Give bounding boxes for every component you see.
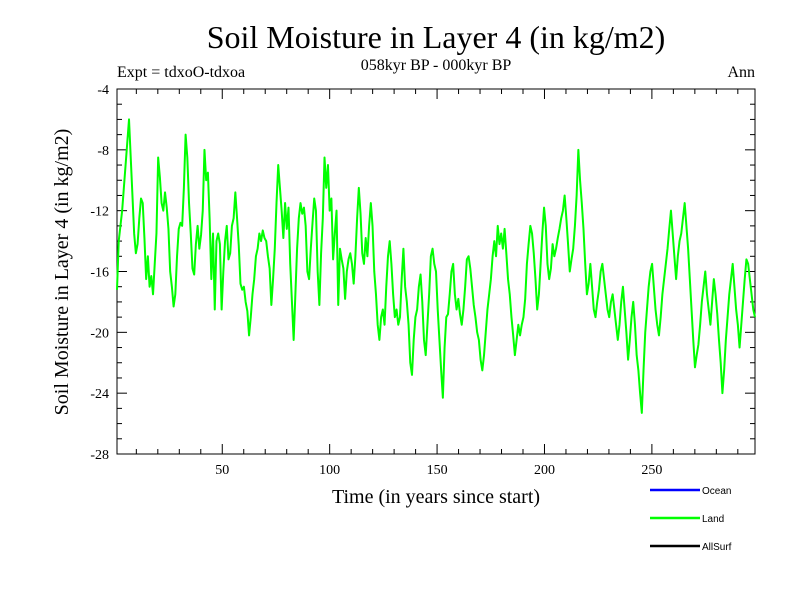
chart-subtitle: 058kyr BP - 000kyr BP [361, 57, 512, 74]
x-axis-label: Time (in years since start) [332, 486, 540, 508]
x-tick-label: 150 [427, 463, 448, 478]
y-tick-label: -4 [97, 83, 109, 98]
period-label: Ann [727, 64, 755, 81]
x-tick-label: 200 [534, 463, 555, 478]
y-tick-label: -12 [90, 205, 109, 220]
legend: Ocean Land AllSurf [650, 486, 732, 553]
y-axis-label: Soil Moisture in Layer 4 (in kg/m2) [51, 129, 73, 416]
series-line-land [116, 118, 756, 414]
experiment-label: Expt = tdxoO-tdxoa [117, 64, 245, 81]
legend-label-land: Land [702, 514, 724, 525]
x-tick-labels: 50 100 150 200 250 [215, 463, 662, 478]
y-tick-label: -16 [90, 266, 109, 281]
series-layer [116, 118, 756, 414]
y-tick-label: -28 [90, 448, 109, 463]
x-tick-label: 100 [319, 463, 340, 478]
y-tick-labels: -28 -24 -20 -16 -12 -8 -4 [90, 83, 109, 463]
y-tick-label: -20 [90, 326, 109, 341]
x-tick-label: 250 [641, 463, 662, 478]
y-tick-label: -8 [97, 144, 109, 159]
axis-ticks [117, 88, 755, 455]
chart-title: Soil Moisture in Layer 4 (in kg/m2) [207, 19, 666, 55]
legend-label-allsurf: AllSurf [702, 542, 732, 553]
x-tick-label: 50 [215, 463, 229, 478]
legend-label-ocean: Ocean [702, 486, 731, 497]
y-tick-label: -24 [90, 387, 109, 402]
